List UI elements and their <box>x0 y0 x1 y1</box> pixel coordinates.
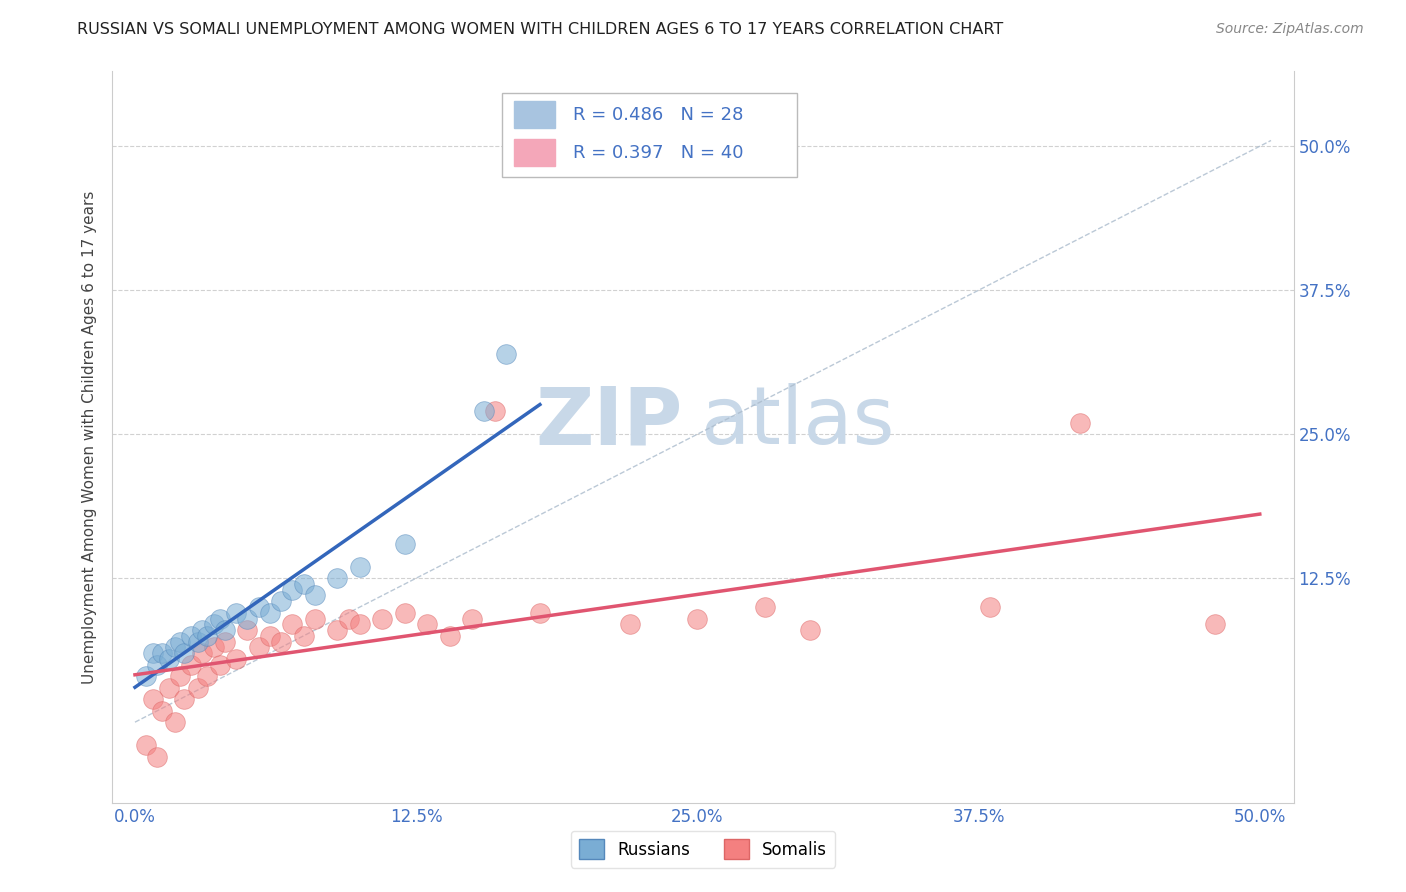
Point <box>304 589 326 603</box>
Point <box>209 611 232 625</box>
Point <box>142 646 165 660</box>
Point <box>191 623 214 637</box>
Point <box>495 346 517 360</box>
Point <box>529 606 551 620</box>
Point <box>461 611 484 625</box>
Point <box>150 704 173 718</box>
Point <box>394 536 416 550</box>
Point <box>165 640 187 655</box>
Point <box>754 599 776 614</box>
Y-axis label: Unemployment Among Women with Children Ages 6 to 17 years: Unemployment Among Women with Children A… <box>82 190 97 684</box>
Bar <box>515 138 555 167</box>
Point <box>142 692 165 706</box>
Point <box>349 559 371 574</box>
Point <box>259 629 281 643</box>
Legend: Russians, Somalis: Russians, Somalis <box>571 830 835 868</box>
Point <box>236 611 259 625</box>
Point <box>169 669 191 683</box>
Point <box>686 611 709 625</box>
Point <box>292 629 315 643</box>
Text: Source: ZipAtlas.com: Source: ZipAtlas.com <box>1216 22 1364 37</box>
Point <box>484 404 506 418</box>
Point <box>247 640 270 655</box>
Point <box>270 594 292 608</box>
Point <box>225 606 247 620</box>
Point <box>157 681 180 695</box>
Point <box>416 617 439 632</box>
Point <box>1069 416 1091 430</box>
Point <box>1204 617 1226 632</box>
Text: ZIP: ZIP <box>534 384 682 461</box>
Point <box>135 738 157 752</box>
Point <box>259 606 281 620</box>
Point <box>150 646 173 660</box>
Point <box>146 657 169 672</box>
Point <box>326 571 349 585</box>
Point <box>214 634 236 648</box>
Point <box>169 634 191 648</box>
Point <box>236 623 259 637</box>
Point <box>304 611 326 625</box>
Point <box>979 599 1001 614</box>
Point <box>349 617 371 632</box>
Point <box>439 629 461 643</box>
Point <box>394 606 416 620</box>
Point <box>195 629 218 643</box>
Point <box>337 611 360 625</box>
FancyBboxPatch shape <box>502 94 797 178</box>
Point <box>187 634 209 648</box>
Point <box>165 715 187 730</box>
Text: R = 0.397   N = 40: R = 0.397 N = 40 <box>574 144 744 161</box>
Point <box>247 599 270 614</box>
Point <box>799 623 821 637</box>
Point <box>619 617 641 632</box>
Point <box>202 617 225 632</box>
Point <box>173 646 195 660</box>
Point <box>157 652 180 666</box>
Point <box>187 681 209 695</box>
Point <box>371 611 394 625</box>
Point <box>281 617 304 632</box>
Point <box>202 640 225 655</box>
Point <box>195 669 218 683</box>
Point <box>173 692 195 706</box>
Point <box>180 629 202 643</box>
Text: atlas: atlas <box>700 384 894 461</box>
Point <box>472 404 495 418</box>
Text: RUSSIAN VS SOMALI UNEMPLOYMENT AMONG WOMEN WITH CHILDREN AGES 6 TO 17 YEARS CORR: RUSSIAN VS SOMALI UNEMPLOYMENT AMONG WOM… <box>77 22 1004 37</box>
Text: R = 0.486   N = 28: R = 0.486 N = 28 <box>574 105 744 123</box>
Point <box>270 634 292 648</box>
Point <box>180 657 202 672</box>
Bar <box>515 101 555 128</box>
Point <box>135 669 157 683</box>
Point <box>281 582 304 597</box>
Point <box>146 749 169 764</box>
Point <box>209 657 232 672</box>
Point <box>191 646 214 660</box>
Point <box>225 652 247 666</box>
Point <box>214 623 236 637</box>
Point <box>326 623 349 637</box>
Point <box>292 577 315 591</box>
